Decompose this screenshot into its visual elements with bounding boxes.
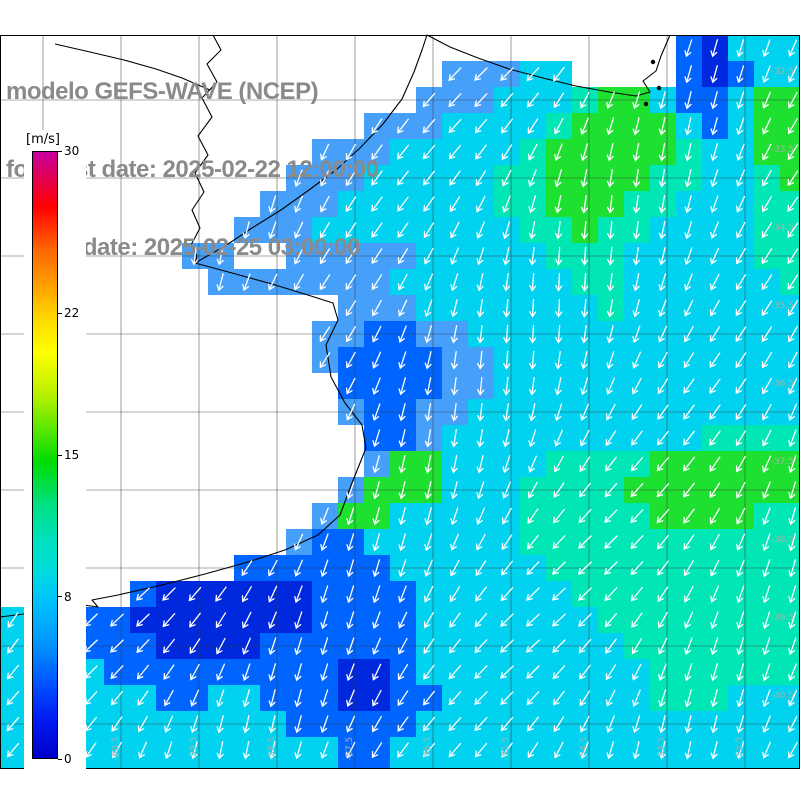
svg-text:-60.5: -60.5 (111, 737, 121, 760)
svg-text:-52.5: -52.5 (735, 737, 745, 760)
grid-layer (0, 35, 800, 768)
colorbar-unit-label: [m/s] (26, 132, 60, 147)
labels-layer: -61.5-60.5-59.5-58.5-57.5-56.5-55.5-54.5… (33, 67, 794, 760)
svg-text:-57.5: -57.5 (345, 737, 355, 760)
svg-text:-36.5: -36.5 (771, 379, 794, 389)
svg-text:-55.5: -55.5 (501, 737, 511, 760)
colorbar-ticks: 30 22 15 8 0 (58, 144, 92, 766)
colorbar: [m/s] 30 22 15 8 0 (24, 130, 86, 778)
colorbar-tick-30: 30 (58, 144, 79, 158)
svg-text:-34.5: -34.5 (771, 223, 794, 233)
colorbar-tick-15: 15 (58, 448, 79, 462)
colorbar-tick-8: 8 (58, 590, 72, 604)
svg-text:-58.5: -58.5 (267, 737, 277, 760)
svg-text:-59.5: -59.5 (189, 737, 199, 760)
model-title: modelo GEFS-WAVE (NCEP) (6, 78, 319, 105)
svg-text:-35.5: -35.5 (771, 301, 794, 311)
colorbar-gradient (32, 151, 58, 759)
svg-text:-33.5: -33.5 (771, 145, 794, 155)
svg-text:-39.5: -39.5 (771, 613, 794, 623)
svg-text:-54.5: -54.5 (579, 737, 589, 760)
colorbar-body: 30 22 15 8 0 (32, 144, 79, 766)
svg-text:-37.5: -37.5 (771, 457, 794, 467)
colorbar-tick-0: 0 (58, 752, 72, 766)
svg-text:-53.5: -53.5 (657, 737, 667, 760)
svg-text:-32.5: -32.5 (771, 67, 794, 77)
svg-text:-38.5: -38.5 (771, 535, 794, 545)
svg-text:-56.5: -56.5 (423, 737, 433, 760)
svg-text:-40.5: -40.5 (771, 691, 794, 701)
colorbar-tick-22: 22 (58, 306, 79, 320)
arrows-layer (6, 39, 799, 760)
